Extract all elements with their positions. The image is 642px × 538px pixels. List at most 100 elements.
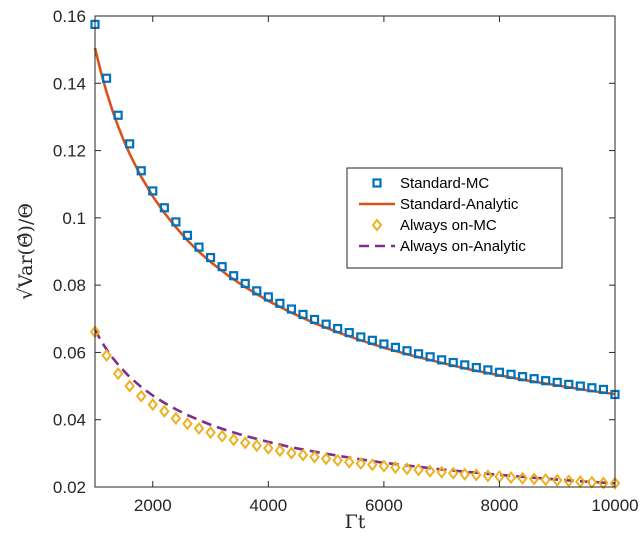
data-point (471, 468, 482, 482)
data-point (274, 444, 286, 458)
data-point (320, 452, 332, 466)
data-point (275, 298, 285, 308)
data-point (563, 474, 575, 488)
x-tick-label: 10000 (591, 496, 638, 515)
data-point (437, 355, 447, 365)
data-point (413, 349, 424, 359)
data-point (263, 441, 274, 455)
data-point (136, 166, 146, 176)
data-point (367, 335, 377, 345)
data-point (424, 464, 436, 478)
y-tick-label: 0.04 (53, 411, 86, 430)
plot-frame (94, 15, 616, 488)
data-point (229, 271, 239, 281)
data-point (170, 411, 182, 425)
legend-box (346, 167, 563, 269)
data-point (159, 203, 169, 213)
data-point (460, 360, 470, 370)
legend: Standard-MC Standard-Analytic Always on-MC… (346, 167, 563, 269)
legend-label: Always on-MC (400, 217, 497, 234)
y-tick-label: 0.06 (53, 343, 86, 362)
data-point (564, 379, 574, 389)
data-point (378, 459, 390, 473)
data-point (252, 286, 262, 296)
x-axis-label: Γt (345, 511, 366, 533)
data-point (309, 314, 320, 325)
data-point (193, 421, 205, 436)
data-point (436, 465, 447, 479)
data-point (390, 342, 401, 352)
data-point (343, 455, 355, 469)
data-point (356, 332, 366, 342)
legend-label: Always on-Analytic (400, 238, 526, 255)
data-point (402, 346, 412, 356)
data-point (297, 448, 309, 462)
data-point (286, 304, 297, 314)
data-point (298, 309, 308, 320)
data-point (101, 348, 112, 363)
legend-swatch (372, 178, 382, 188)
data-point (541, 376, 551, 386)
y-tick-label: 0.02 (53, 478, 86, 497)
data-point (413, 463, 424, 477)
y-tick-label: 0.12 (53, 142, 86, 161)
data-point (471, 362, 481, 373)
data-point (332, 453, 343, 468)
data-point (124, 379, 135, 393)
data-point (540, 472, 551, 487)
data-point (505, 470, 517, 485)
data-point (112, 367, 124, 381)
legend-label: Standard-Analytic (400, 196, 519, 213)
data-point (494, 367, 505, 377)
data-point (448, 357, 458, 368)
x-tick-label: 2000 (134, 496, 172, 515)
data-point (147, 397, 159, 412)
data-point (286, 446, 297, 460)
legend-entry: Standard-Analytic (359, 196, 519, 213)
data-point (482, 469, 494, 483)
y-tick-label: 0.08 (53, 276, 86, 295)
data-point (379, 339, 389, 349)
data-point (263, 292, 273, 302)
data-point (228, 433, 239, 447)
data-point (240, 278, 250, 289)
data-point (113, 110, 123, 120)
data-point (506, 369, 516, 379)
y-tick-label: 0.14 (53, 74, 86, 93)
data-point (552, 377, 562, 387)
legend-entry: Always on-Analytic (359, 238, 526, 255)
data-point (529, 374, 539, 384)
data-point (344, 327, 354, 338)
data-point (159, 404, 170, 418)
data-point (251, 439, 263, 453)
data-point (216, 429, 228, 443)
data-point (447, 466, 459, 480)
data-point (194, 242, 204, 252)
data-point (609, 476, 621, 490)
data-point (205, 252, 216, 263)
data-point (148, 186, 158, 196)
data-point (217, 262, 227, 272)
data-point (171, 217, 181, 227)
data-point (551, 473, 563, 487)
data-point (321, 319, 331, 329)
data-point (575, 381, 585, 391)
data-point (483, 365, 493, 375)
data-point (517, 471, 528, 485)
data-point (182, 417, 193, 431)
data-point (367, 458, 378, 472)
data-point (598, 384, 609, 395)
data-point (309, 450, 320, 464)
data-point (598, 476, 609, 490)
data-point (355, 456, 367, 471)
data-point (239, 436, 251, 450)
x-tick-label: 4000 (249, 496, 287, 515)
legend-label: Standard-MC (400, 175, 489, 192)
data-point (587, 383, 597, 393)
data-point (135, 389, 147, 403)
ticks-layer: 2000 4000 6000 8000 10000 0.02 0.04 0.06 0.08 0.1… (53, 7, 639, 515)
legend-entry: Standard-MC (372, 175, 489, 192)
y-axis-label: √Var(Θ̂)/Θ (15, 203, 37, 300)
y-tick-label: 0.16 (53, 7, 86, 26)
